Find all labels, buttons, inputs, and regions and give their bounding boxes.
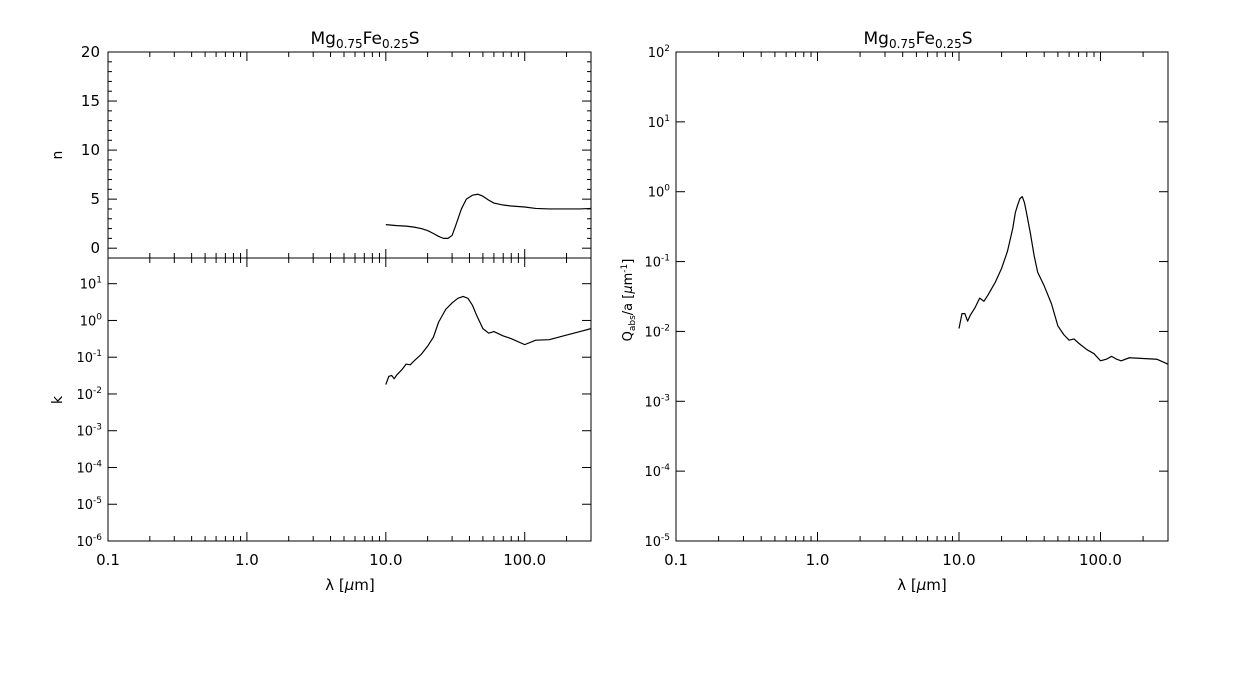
y-tick-label: 10-1 xyxy=(76,349,102,366)
x-tick-label: 100.0 xyxy=(503,551,546,569)
y-tick-label: 10-5 xyxy=(644,533,670,550)
n-curve xyxy=(385,193,592,239)
k-axis-ticks: 0.1 1.0 10.0 100.0 101 100 10-1 10-2 10-3 10-4 10-… xyxy=(76,258,592,569)
qabs-curve xyxy=(958,196,1169,365)
y-tick-label: 10-2 xyxy=(76,386,102,403)
y-tick-label: 10-5 xyxy=(76,496,102,513)
left-xlabel: λ [μm] xyxy=(325,576,375,594)
y-tick-label: 10-4 xyxy=(644,463,670,480)
n-ylabel: n xyxy=(50,151,66,160)
y-tick-label: 102 xyxy=(648,44,670,61)
y-tick-label: 10-1 xyxy=(644,254,670,271)
y-tick-label: 0 xyxy=(90,239,100,257)
qabs-axis-ticks: 0.1 1.0 10.0 100.0 102 101 100 10-1 10-2 10-3 10-4… xyxy=(644,44,1169,569)
n-axis-ticks: 0 5 10 15 20 xyxy=(81,43,592,259)
x-tick-label: 0.1 xyxy=(664,551,688,569)
x-tick-label: 0.1 xyxy=(96,551,120,569)
x-tick-label: 10.0 xyxy=(942,551,975,569)
y-tick-label: 5 xyxy=(90,190,100,208)
y-tick-label: 15 xyxy=(81,92,100,110)
y-tick-label: 10-2 xyxy=(644,323,670,340)
y-tick-label: 101 xyxy=(648,114,670,131)
y-tick-label: 10-4 xyxy=(76,459,102,476)
right-title: Mg0.75Fe0.25S xyxy=(863,29,972,51)
y-tick-label: 100 xyxy=(80,312,103,329)
y-tick-label: 101 xyxy=(80,276,102,293)
y-tick-label: 10-3 xyxy=(76,423,102,440)
qabs-plot-frame xyxy=(675,51,1169,542)
n-plot-frame xyxy=(107,51,592,259)
y-tick-label: 10-6 xyxy=(76,533,102,550)
right-xlabel: λ [μm] xyxy=(897,576,947,594)
x-tick-label: 100.0 xyxy=(1079,551,1122,569)
x-tick-label: 1.0 xyxy=(806,551,830,569)
k-plot-frame xyxy=(107,257,592,542)
left-title: Mg0.75Fe0.25S xyxy=(310,29,419,51)
x-tick-label: 10.0 xyxy=(369,551,402,569)
k-ylabel: k xyxy=(50,395,66,404)
y-tick-label: 10 xyxy=(81,141,100,159)
y-tick-label: 10-3 xyxy=(644,393,670,410)
y-tick-label: 100 xyxy=(648,184,671,201)
x-tick-label: 1.0 xyxy=(235,551,259,569)
y-tick-label: 20 xyxy=(81,43,100,61)
k-curve xyxy=(385,295,592,385)
qabs-ylabel: Qabs/a [μm-1] xyxy=(620,259,638,342)
